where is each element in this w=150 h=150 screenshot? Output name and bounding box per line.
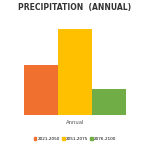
Title: PRECIPITATION  (ANNUAL): PRECIPITATION (ANNUAL): [18, 3, 132, 12]
Bar: [24, 65, 58, 115]
Legend: 2021-2050, 2051-2075, 2076-2100: 2021-2050, 2051-2075, 2076-2100: [32, 135, 118, 143]
Bar: [92, 89, 126, 115]
Bar: [58, 29, 92, 115]
